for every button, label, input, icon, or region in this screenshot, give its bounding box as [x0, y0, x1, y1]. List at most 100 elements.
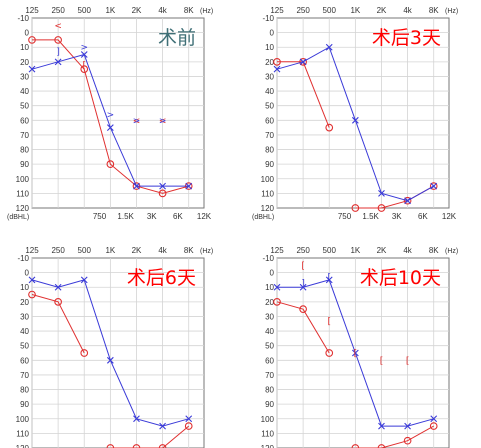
y-tick-label: -10 — [262, 14, 274, 23]
y-tick-label: 100 — [16, 415, 30, 424]
y-tick-label: 60 — [265, 116, 274, 125]
data-point-circle — [299, 305, 307, 314]
x-tick-label-top: 4k — [403, 246, 412, 255]
series-line — [31, 294, 85, 354]
audiogram-panel-3: -10 0 10 20 30 40 50 60 70 80 90 100 110 120 125 250 500… — [16, 246, 213, 448]
data-point-circle — [429, 422, 438, 430]
bone-conduction-mark: [ — [82, 61, 86, 71]
data-point-x — [351, 116, 359, 124]
y-tick-label: 10 — [265, 283, 274, 292]
audiogram-panel-1: -10 0 10 20 30 40 50 60 70 80 90 100 110 120 125 250 500… — [7, 6, 213, 221]
y-tick-label: 40 — [265, 87, 274, 96]
data-point-circle — [54, 36, 62, 44]
y-tick-label: 50 — [20, 342, 29, 351]
y-tick-label: 100 — [261, 415, 275, 424]
series-line — [32, 39, 189, 194]
data-point-circle — [28, 290, 36, 299]
y-unit-label: (dBHL) — [252, 214, 274, 221]
y-tick-label: 80 — [20, 146, 29, 155]
data-point-x — [325, 43, 333, 51]
x-tick-label-top: 1K — [105, 246, 115, 255]
y-tick-label: 0 — [270, 29, 275, 38]
data-point-circle — [28, 36, 36, 44]
data-point-circle — [132, 444, 141, 448]
data-point-x — [159, 182, 166, 190]
data-point-circle — [403, 436, 412, 445]
x-tick-label-bottom: 12K — [442, 212, 457, 221]
y-tick-label: -10 — [262, 254, 274, 263]
x-tick-label-top: 500 — [78, 246, 92, 255]
y-tick-label: 10 — [20, 283, 29, 292]
bone-conduction-mark: [ — [327, 317, 331, 327]
x-tick-label-top: 250 — [51, 6, 65, 15]
x-tick-label-top: 4k — [403, 6, 412, 15]
data-point-circle — [377, 204, 386, 212]
data-point-circle — [273, 297, 281, 306]
data-point-circle — [325, 123, 334, 132]
bone-conduction-mark: ] — [56, 48, 60, 58]
data-point-circle — [429, 182, 438, 190]
x-tick-label-bottom: 6K — [418, 212, 428, 221]
x-tick-label-top: 125 — [25, 6, 39, 15]
data-point-circle — [106, 444, 115, 448]
x-tick-label-top: 1K — [350, 246, 360, 255]
y-tick-label: 10 — [20, 43, 29, 52]
data-point-x — [404, 197, 411, 205]
bone-conduction-mark: ] — [301, 279, 305, 289]
x-tick-label-top: 125 — [270, 246, 284, 255]
x-tick-label-top: 2K — [377, 246, 387, 255]
panel-title: 术后3天 — [372, 27, 441, 49]
x-tick-label-top: 500 — [323, 6, 337, 15]
data-point-x — [54, 283, 62, 291]
y-tick-label: 30 — [265, 72, 274, 81]
bone-conduction-mark: > — [107, 110, 115, 120]
panel-title: 术后6天 — [127, 267, 196, 289]
x-tick-label-top: 250 — [51, 246, 65, 255]
x-tick-label-bottom: 750 — [338, 212, 352, 221]
y-tick-label: 0 — [25, 29, 30, 38]
y-tick-label: 70 — [265, 131, 274, 140]
y-tick-label: 90 — [265, 400, 274, 409]
x-tick-label-bottom: 750 — [93, 212, 107, 221]
data-point-circle — [184, 422, 193, 430]
y-tick-label: 60 — [265, 356, 274, 365]
y-tick-label: 50 — [20, 102, 29, 111]
y-tick-label: 20 — [20, 58, 29, 67]
x-tick-label-bottom: 12K — [197, 212, 212, 221]
data-point-circle — [80, 349, 89, 357]
y-tick-label: 0 — [25, 269, 30, 278]
y-tick-label: 80 — [265, 146, 274, 155]
x-unit-label: (Hz) — [200, 8, 213, 15]
y-tick-label: 60 — [20, 116, 29, 125]
y-tick-label: -10 — [17, 254, 29, 263]
bone-conduction-mark: [ — [380, 356, 384, 366]
x-tick-label-top: 2K — [132, 246, 142, 255]
x-tick-label-top: 4k — [158, 6, 167, 15]
panel-title: 术后10天 — [360, 267, 441, 289]
data-point-circle — [273, 57, 281, 66]
y-tick-label: 40 — [265, 327, 274, 336]
data-point-x — [80, 51, 88, 58]
y-tick-label: 100 — [16, 175, 30, 184]
data-point-x — [133, 415, 140, 423]
y-tick-label: 90 — [265, 160, 274, 169]
bone-conduction-mark: < — [133, 116, 141, 126]
x-tick-label-bottom: 3K — [147, 212, 157, 221]
y-tick-label: 110 — [261, 189, 274, 198]
y-tick-label: 40 — [20, 327, 29, 336]
data-point-x — [28, 276, 36, 284]
data-point-circle — [377, 444, 386, 448]
bone-conduction-mark: [ — [406, 356, 410, 366]
x-unit-label: (Hz) — [445, 248, 458, 255]
x-tick-label-top: 2K — [377, 6, 387, 15]
y-tick-label: 90 — [20, 400, 29, 409]
audiogram-panel-4: -10 0 10 20 30 40 50 60 70 80 90 100 110 120 125 250 500… — [261, 246, 458, 448]
bone-conduction-mark: > — [159, 116, 167, 126]
x-tick-label-top: 250 — [296, 6, 310, 15]
y-tick-label: 20 — [20, 298, 29, 307]
x-unit-label: (Hz) — [200, 248, 213, 255]
data-point-x — [54, 58, 62, 66]
x-tick-label-top: 8K — [184, 246, 194, 255]
panel-title: 术前 — [158, 27, 196, 49]
